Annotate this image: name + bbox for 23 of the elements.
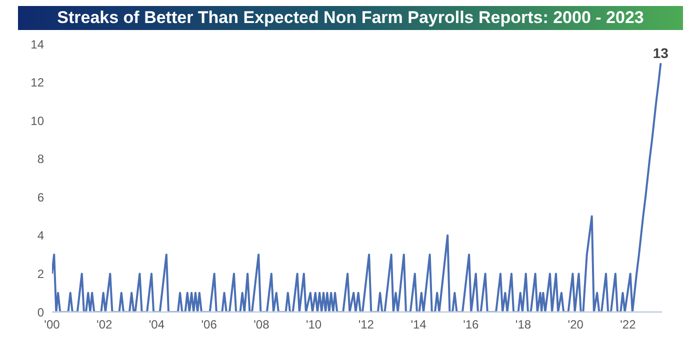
x-tick-label: '12 bbox=[358, 318, 374, 332]
x-tick-label: '20 bbox=[568, 318, 584, 332]
y-tick-label: 4 bbox=[37, 228, 44, 243]
x-tick-label: '10 bbox=[306, 318, 322, 332]
x-tick-label: '02 bbox=[96, 318, 113, 332]
y-tick-label: 6 bbox=[37, 190, 44, 204]
y-tick-label: 0 bbox=[37, 305, 44, 320]
x-tick-label: '06 bbox=[201, 318, 218, 332]
x-tick-label: '04 bbox=[148, 318, 165, 332]
y-tick-label: 2 bbox=[37, 266, 44, 281]
annotation: 13 bbox=[652, 45, 669, 62]
x-tick-label: '00 bbox=[44, 318, 60, 332]
x-tick-label: '18 bbox=[515, 318, 532, 332]
y-tick-label: 10 bbox=[30, 114, 44, 128]
x-tick-label: '08 bbox=[254, 318, 270, 332]
x-tick-label: '22 bbox=[620, 318, 636, 332]
x-tick-label: '14 bbox=[410, 318, 427, 332]
chart-title: Streaks of Better Than Expected Non Farm Payrolls Reports: 2000 - 2023 bbox=[18, 6, 683, 30]
x-tick-label: '16 bbox=[463, 318, 480, 332]
y-tick-label: 8 bbox=[37, 152, 44, 166]
y-tick-label: 12 bbox=[30, 76, 44, 90]
line-series bbox=[52, 62, 662, 312]
y-tick-label: 14 bbox=[30, 37, 44, 52]
